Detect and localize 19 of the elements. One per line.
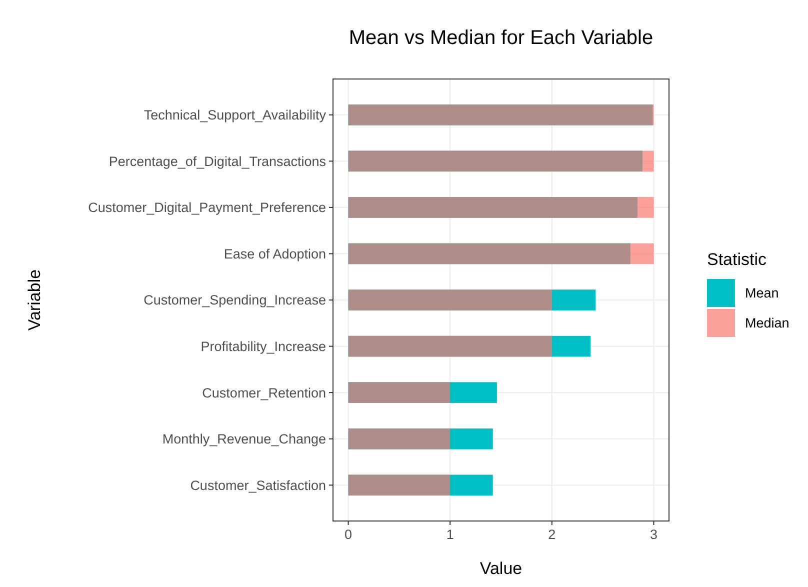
y-tick-label: Customer_Spending_Increase bbox=[144, 292, 326, 308]
y-tick-label: Customer_Satisfaction bbox=[190, 478, 326, 493]
y-tick-label: Percentage_of_Digital_Transactions bbox=[108, 154, 326, 169]
legend-label: Mean bbox=[745, 286, 779, 301]
y-tick-label: Profitability_Increase bbox=[200, 339, 326, 354]
y-tick-label: Customer_Digital_Payment_Preference bbox=[88, 200, 326, 216]
x-tick-label: 0 bbox=[344, 527, 352, 542]
legend-title: Statistic bbox=[707, 250, 768, 269]
x-tick-label: 1 bbox=[446, 527, 454, 542]
x-axis-title: Value bbox=[480, 559, 522, 578]
x-tick-label: 3 bbox=[650, 527, 658, 542]
chart-title: Mean vs Median for Each Variable bbox=[348, 27, 654, 49]
y-axis-title: Variable bbox=[25, 269, 44, 331]
y-tick-label: Technical_Support_Availability bbox=[144, 108, 326, 123]
y-tick-label: Monthly_Revenue_Change bbox=[162, 432, 326, 447]
y-tick-label: Ease of Adoption bbox=[224, 246, 326, 262]
x-tick-label: 2 bbox=[548, 527, 556, 542]
y-tick-label: Customer_Retention bbox=[202, 385, 326, 400]
legend-label: Median bbox=[745, 316, 790, 331]
